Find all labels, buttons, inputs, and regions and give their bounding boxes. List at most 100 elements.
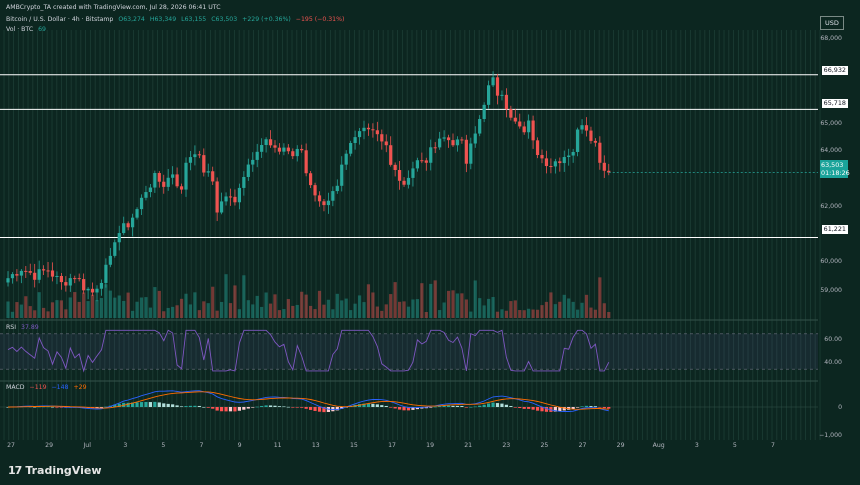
macd-value-1: −119 (29, 384, 47, 391)
volume-bar (446, 290, 451, 318)
volume-bar (50, 302, 55, 318)
y-tick-label: 64,000 (820, 147, 842, 154)
macd-histogram-bar (584, 405, 589, 407)
candle-body (580, 125, 584, 130)
volume-bar (593, 309, 597, 318)
macd-histogram-bar (380, 405, 384, 407)
volume-bar (553, 304, 557, 318)
symbol-line[interactable]: Bitcoin / U.S. Dollar · 4h · Bitstamp O6… (6, 16, 347, 23)
symbol-name[interactable]: Bitcoin / U.S. Dollar · 4h · Bitstamp (6, 16, 114, 23)
ohlc-low: L63,155 (181, 16, 207, 23)
macd-histogram-bar (402, 407, 406, 411)
candle-body (309, 173, 313, 186)
currency-button[interactable]: USD (820, 16, 844, 30)
macd-histogram-bar (300, 407, 304, 408)
tradingview-brand[interactable]: 17 TradingView (8, 464, 102, 477)
candle-body (99, 282, 104, 289)
macd-label-line[interactable]: MACD −119 −148 +29 (6, 384, 87, 391)
candle-body (455, 139, 460, 146)
candle-body (402, 180, 406, 185)
macd-histogram-bar (46, 406, 50, 408)
volume-bar (95, 300, 99, 318)
level-label-low[interactable]: 61,221 (821, 225, 848, 234)
level-label-top[interactable]: 66,932 (821, 66, 848, 75)
volume-bar (482, 305, 486, 318)
candle-body (202, 155, 206, 173)
change-positive: +229 (+0.36%) (242, 16, 291, 23)
volume-bar (113, 297, 117, 318)
volume-bar (148, 307, 152, 318)
candle-body (540, 155, 544, 159)
volume-bar (535, 309, 540, 318)
volume-bar (406, 306, 411, 318)
candle-body (291, 151, 295, 157)
x-tick-label: 3 (123, 442, 128, 449)
volume-bar (77, 301, 81, 318)
volume-bar (349, 310, 353, 318)
candle-body (157, 173, 161, 182)
macd-histogram-bar (59, 407, 63, 408)
volume-bar (375, 306, 379, 318)
volume-bar (429, 283, 433, 318)
x-tick-label: 23 (502, 442, 511, 449)
level-label-mid[interactable]: 65,718 (821, 99, 848, 108)
rsi-label[interactable]: RSI (6, 324, 17, 331)
macd-histogram-bar (117, 403, 121, 407)
candle-body (108, 255, 112, 265)
volume-bar (478, 298, 482, 318)
candle-body (371, 129, 375, 131)
candle-body (500, 94, 504, 96)
macd-histogram-bar (220, 407, 224, 412)
volume-bar (522, 310, 526, 318)
candle-body (571, 151, 575, 156)
y-tick-label: 59,000 (820, 287, 842, 294)
candle-body (82, 279, 86, 291)
candle-body (593, 140, 597, 143)
macd-value-2: −148 (51, 384, 69, 391)
candle-body (589, 130, 593, 141)
candle-body (184, 162, 188, 190)
candle-body (117, 233, 121, 243)
volume-bar (220, 301, 224, 318)
volume-label[interactable]: Vol · BTC (6, 26, 34, 33)
ohlc-open: O63,274 (118, 16, 145, 23)
candle-body (282, 147, 286, 152)
rsi-label-line[interactable]: RSI 37.89 (6, 324, 39, 331)
volume-bar (33, 310, 37, 318)
volume-line[interactable]: Vol · BTC 69 (6, 26, 49, 33)
volume-bar (211, 286, 215, 318)
volume-bar (42, 307, 46, 318)
macd-histogram-bar (255, 406, 259, 408)
rsi-value: 37.89 (21, 324, 39, 331)
candle-body (175, 174, 179, 187)
macd-histogram-bar (366, 403, 371, 407)
candle-body (544, 158, 549, 167)
volume-bar (402, 301, 406, 318)
volume-bar (108, 290, 112, 318)
volume-bar (344, 298, 348, 318)
volume-bar (10, 311, 15, 318)
candle-body (304, 150, 308, 174)
volume-bar (24, 296, 28, 318)
macd-label[interactable]: MACD (6, 384, 25, 391)
macd-histogram-bar (460, 405, 464, 407)
volume-bar (571, 301, 575, 318)
volume-bar (331, 309, 335, 318)
macd-value-3: +29 (73, 384, 87, 391)
volume-bar (433, 280, 437, 318)
volume-bar (549, 292, 553, 318)
macd-histogram-bar (446, 405, 451, 407)
macd-histogram-bar (415, 407, 419, 410)
candle-body (504, 94, 508, 110)
volume-bar (607, 311, 611, 318)
rsi-line (7, 329, 610, 373)
candle-body (277, 147, 282, 152)
candle-body (398, 170, 402, 181)
macd-histogram-bar (37, 406, 41, 408)
candle-body (162, 181, 166, 187)
candle-body (153, 173, 157, 188)
candle-body (64, 282, 68, 286)
x-tick-label: 3 (694, 442, 699, 449)
macd-histogram-bar (33, 406, 37, 408)
